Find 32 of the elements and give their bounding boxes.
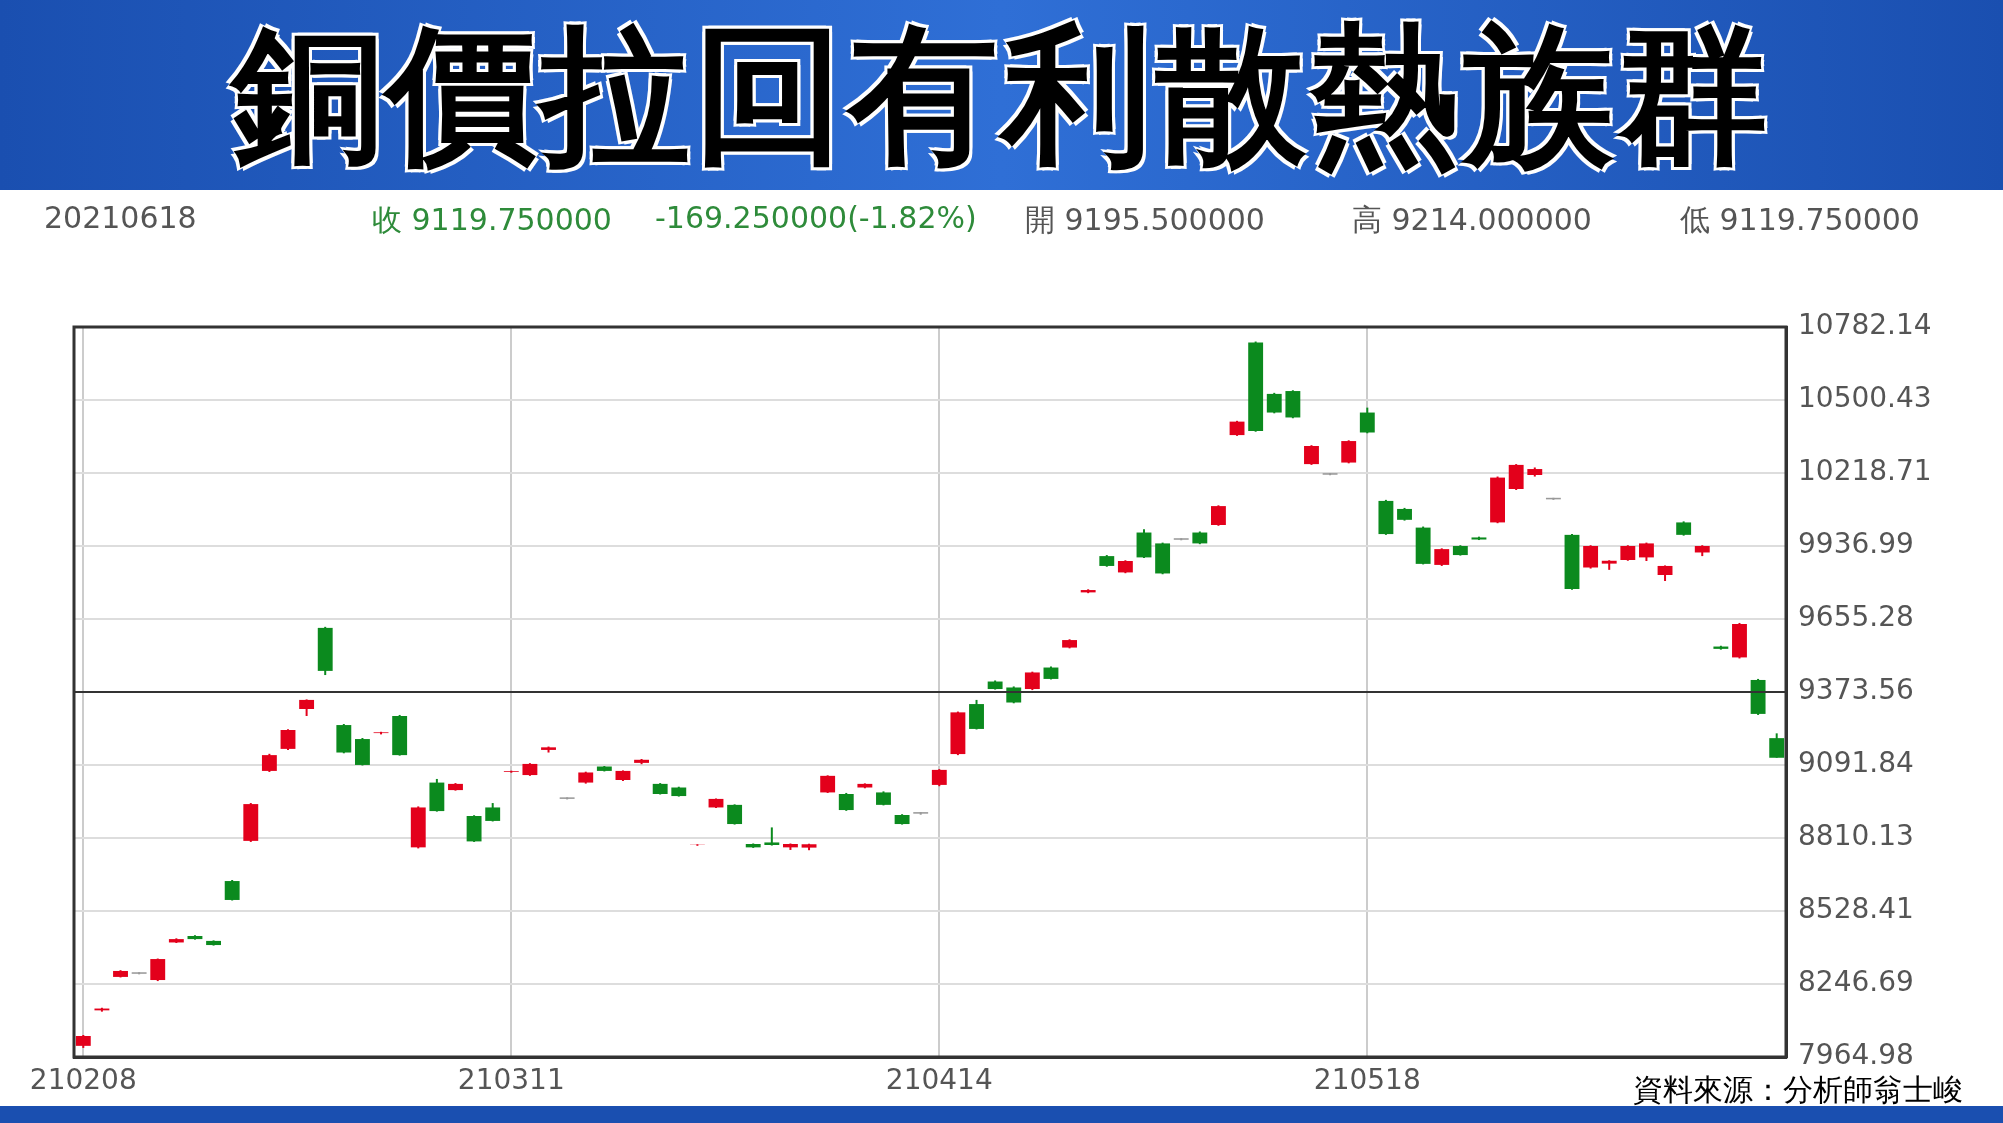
y-tick-label: 7964.98 xyxy=(1798,1038,1914,1072)
y-tick-label: 9655.28 xyxy=(1798,600,1914,634)
y-tick-label: 9091.84 xyxy=(1798,746,1914,780)
y-tick-label: 8528.41 xyxy=(1798,892,1914,926)
text: 收 9119.750000 xyxy=(372,201,612,239)
source-note: 資料來源：分析師翁士峻 xyxy=(1633,1070,1963,1111)
candlestick xyxy=(1583,544,1599,570)
text: 低 9119.750000 xyxy=(1680,201,1920,239)
chart-title: 銅價拉回有利散熱族群 xyxy=(228,8,1773,182)
x-tick-label: 210311 xyxy=(457,1063,565,1097)
text: 開 9195.500000 xyxy=(1025,201,1265,239)
y-tick-label: 8246.69 xyxy=(1798,965,1914,999)
y-tick-label: 9373.56 xyxy=(1798,673,1914,707)
candlestick xyxy=(261,752,277,773)
y-tick-label: 10218.71 xyxy=(1798,454,1932,488)
text: 高 9214.000000 xyxy=(1352,201,1592,239)
text: 20210618 xyxy=(44,200,197,235)
y-tick-label: 10782.14 xyxy=(1798,308,1932,342)
candlestick xyxy=(764,826,780,847)
candlestick xyxy=(1304,444,1319,466)
candlestick xyxy=(280,728,296,751)
y-tick-label: 8810.13 xyxy=(1798,819,1914,853)
x-tick-label: 210518 xyxy=(1313,1063,1421,1097)
text: -169.250000(-1.82%) xyxy=(655,200,977,235)
candlestick xyxy=(727,803,743,826)
y-tick-label: 10500.43 xyxy=(1798,381,1932,415)
x-tick-label: 210208 xyxy=(29,1063,137,1097)
x-tick-label: 210414 xyxy=(885,1063,993,1097)
candlestick xyxy=(1769,732,1785,759)
candlestick xyxy=(1359,406,1375,435)
candlestick xyxy=(1210,504,1226,527)
y-tick-label: 9936.99 xyxy=(1798,527,1914,561)
